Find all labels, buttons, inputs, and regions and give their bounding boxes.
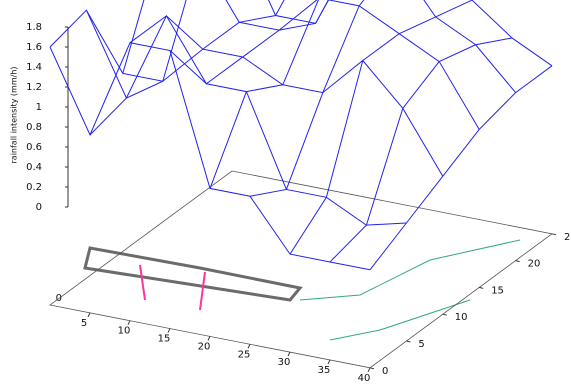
x-tick-label: 40 xyxy=(358,373,371,384)
y-tick-label: 20 xyxy=(528,259,541,270)
y-tick-label: 0 xyxy=(382,366,388,377)
surface-column xyxy=(209,0,319,189)
y-tick xyxy=(369,367,375,370)
surface-column xyxy=(289,0,473,255)
x-tick-label: 5 xyxy=(81,318,87,329)
surface-row xyxy=(471,0,553,67)
y-tick-label: 25 xyxy=(564,232,571,243)
surface-row xyxy=(122,48,444,177)
y-tick-label: 5 xyxy=(418,339,424,350)
contour xyxy=(299,239,521,301)
y-tick xyxy=(551,233,557,236)
contour xyxy=(139,264,206,311)
z-tick-label: 0.2 xyxy=(26,182,42,193)
z-tick-label: 1.8 xyxy=(26,22,42,33)
x-tick-label: 25 xyxy=(238,349,251,360)
surface-row xyxy=(85,9,407,226)
x-tick xyxy=(167,328,171,333)
y-tick xyxy=(406,340,411,343)
z-tick-label: 1.2 xyxy=(26,82,42,93)
surface-column xyxy=(249,0,365,197)
surface-column xyxy=(89,0,187,136)
contour xyxy=(83,246,303,302)
base-contours xyxy=(83,239,521,341)
y-tick-label: 15 xyxy=(491,285,504,296)
x-tick-label: 35 xyxy=(318,365,331,376)
surface-column xyxy=(329,37,513,263)
x-tick xyxy=(367,367,371,373)
z-tick-label: 1.6 xyxy=(26,42,42,53)
z-tick-label: 0.8 xyxy=(26,122,42,133)
y-tick-label: 10 xyxy=(455,312,468,323)
x-tick-label: 10 xyxy=(118,326,131,337)
y-tick xyxy=(442,313,447,316)
surface-column xyxy=(129,0,285,50)
z-axis-label: rainfall intensity (mm/h) xyxy=(10,66,19,163)
x-tick xyxy=(247,344,251,349)
x-tick xyxy=(327,359,331,365)
surface-row xyxy=(267,0,516,93)
surface-column xyxy=(49,0,145,75)
surface-row xyxy=(49,42,371,271)
z-tick-label: 1 xyxy=(36,102,42,113)
contour xyxy=(329,299,471,341)
x-tick-label: 30 xyxy=(278,357,291,368)
surface-row xyxy=(225,0,480,130)
z-tick-label: 1.4 xyxy=(26,62,42,73)
z-tick-label: 0.4 xyxy=(26,162,42,173)
y-tick xyxy=(479,286,484,289)
x-tick xyxy=(87,312,91,318)
x-tick xyxy=(207,336,211,341)
x-tick xyxy=(287,351,291,357)
z-tick-label: 0 xyxy=(36,202,42,213)
y-tick xyxy=(515,260,520,263)
surface-column xyxy=(369,65,553,271)
surface-column xyxy=(169,0,329,85)
x-tick-label: 15 xyxy=(158,334,171,345)
z-tick-label: 0.6 xyxy=(26,142,42,153)
x-tick xyxy=(127,320,131,325)
x-tick-label: 20 xyxy=(198,341,211,352)
base-plane xyxy=(49,170,553,369)
